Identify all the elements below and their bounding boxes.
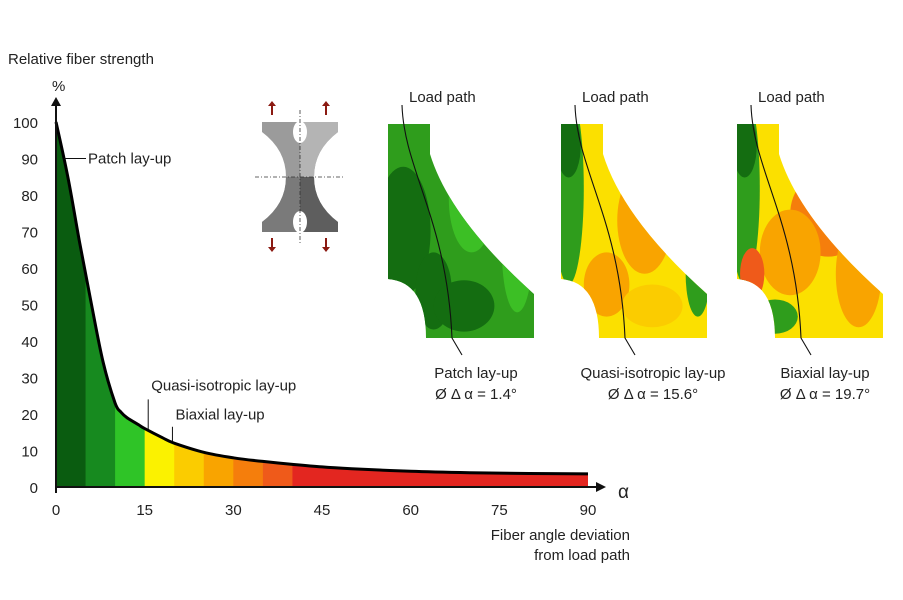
x-tick-labels: 0 15 30 45 60 75 90	[52, 502, 597, 519]
y-tick-50: 50	[21, 298, 38, 315]
chart-annotations: Patch lay-up Quasi-isotropic lay-up Biaxia…	[64, 151, 296, 442]
x-tick-45: 45	[314, 502, 331, 519]
band-5	[203, 122, 234, 487]
panel-stat-1: Ø Δ α = 15.6°	[608, 386, 698, 403]
y-tick-60: 60	[21, 261, 38, 278]
annotation-patch-layup: Patch lay-up	[88, 151, 171, 168]
x-axis-symbol: α	[618, 482, 629, 503]
panel-stat-2: Ø Δ α = 19.7°	[780, 386, 870, 403]
load-path-label-2: Load path	[758, 89, 825, 106]
y-tick-10: 10	[21, 444, 38, 461]
fe-panel-1: Load path Quasi-isotropic lay-up Ø Δ α = 1…	[561, 89, 726, 403]
annotation-quasi-isotropic: Quasi-isotropic lay-up	[151, 377, 296, 394]
y-tick-30: 30	[21, 371, 38, 388]
y-tick-0: 0	[30, 480, 38, 497]
y-tick-100: 100	[13, 115, 38, 132]
band-0	[56, 122, 87, 487]
panel-stat-0: Ø Δ α = 1.4°	[435, 386, 517, 403]
panel-name-1: Quasi-isotropic lay-up	[580, 365, 725, 382]
y-tick-20: 20	[21, 407, 38, 424]
y-tick-labels: 0 10 20 30 40 50 60 70 80 90 100	[13, 115, 38, 497]
x-tick-75: 75	[491, 502, 508, 519]
strength-curve	[54, 121, 589, 476]
x-tick-15: 15	[136, 502, 153, 519]
panel-name-2: Biaxial lay-up	[780, 365, 869, 382]
y-tick-70: 70	[21, 225, 38, 242]
specimen-icon	[255, 101, 345, 252]
band-4	[174, 122, 205, 487]
x-tick-60: 60	[402, 502, 419, 519]
y-tick-40: 40	[21, 334, 38, 351]
chart-axes	[51, 97, 606, 493]
x-tick-0: 0	[52, 502, 60, 519]
band-2	[115, 122, 146, 487]
x-axis-arrow	[596, 482, 606, 492]
fe-panel-0: Load path Patch lay-up Ø Δ α = 1.4°	[388, 89, 534, 403]
annotation-biaxial: Biaxial lay-up	[175, 406, 264, 423]
load-path-label-0: Load path	[409, 89, 476, 106]
x-tick-30: 30	[225, 502, 242, 519]
panel-name-0: Patch lay-up	[434, 365, 517, 382]
x-axis-label-line1: Fiber angle deviation	[491, 527, 630, 544]
x-axis-label-line2: from load path	[534, 547, 630, 564]
x-tick-90: 90	[580, 502, 597, 519]
y-tick-80: 80	[21, 188, 38, 205]
y-axis-arrow	[51, 97, 61, 106]
y-axis-unit: %	[52, 78, 65, 95]
band-6	[233, 122, 264, 487]
load-path-label-1: Load path	[582, 89, 649, 106]
y-axis-label: Relative fiber strength	[8, 51, 154, 68]
fe-panel-2: Load path Biaxial lay-up Ø Δ α = 19.7°	[737, 89, 883, 403]
y-tick-90: 90	[21, 152, 38, 169]
